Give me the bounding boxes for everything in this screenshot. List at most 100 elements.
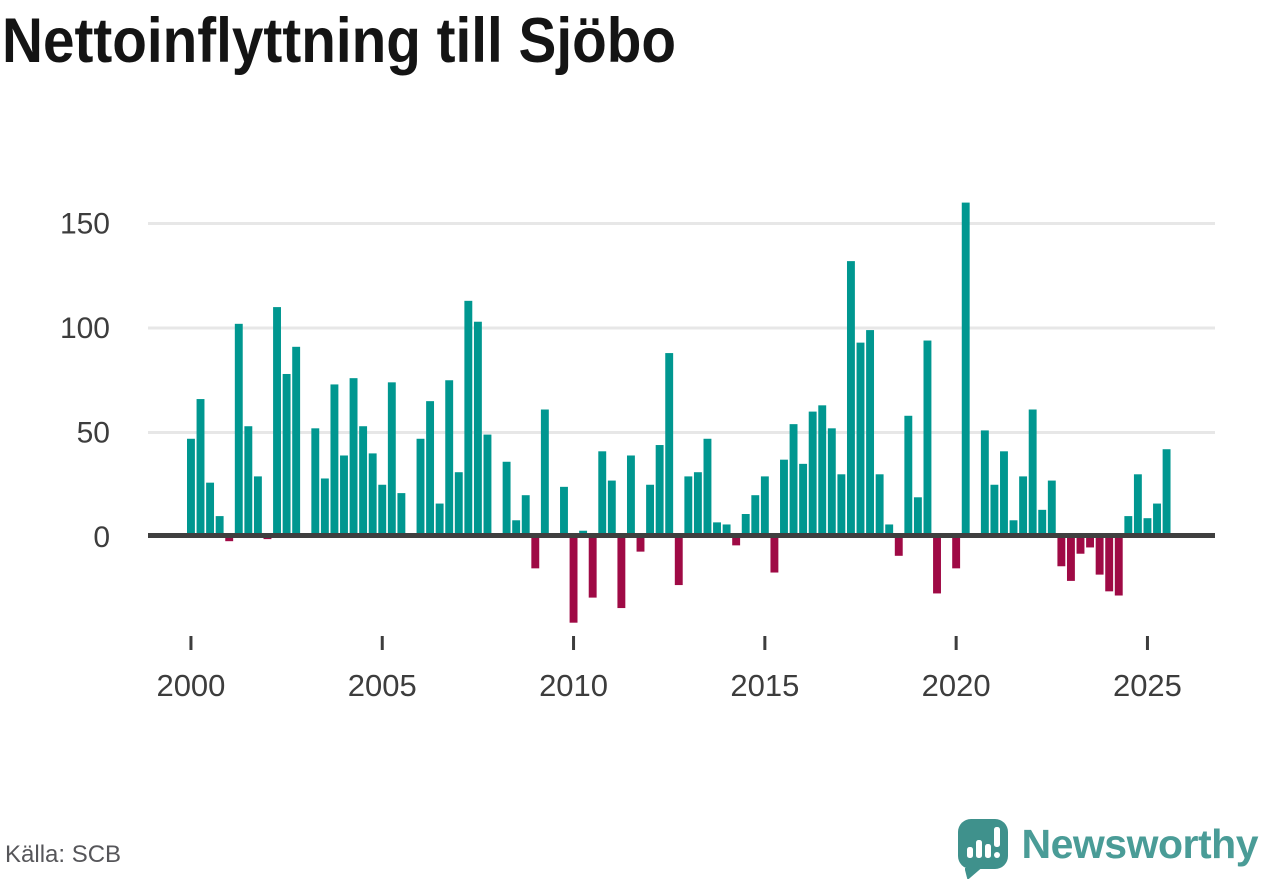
quarter-bar [703, 438, 712, 537]
quarter-bar [253, 476, 262, 537]
quarter-bar [961, 202, 970, 537]
quarter-bar [1028, 409, 1037, 537]
quarter-bar [244, 426, 253, 537]
source-note: Källa: SCB [5, 841, 122, 868]
y-axis-tick-label: 100 [60, 312, 110, 345]
quarter-bar [913, 497, 922, 537]
quarter-bar [225, 537, 234, 542]
quarter-bar [732, 537, 741, 546]
quarter-bar [856, 342, 865, 537]
x-axis-tick-label: 2020 [922, 668, 991, 703]
quarter-bar [952, 537, 961, 569]
quarter-bar [1153, 503, 1161, 537]
quarter-bar [770, 537, 779, 573]
quarter-bar [273, 307, 281, 537]
quarter-bar [713, 522, 721, 537]
quarter-bar [473, 321, 482, 537]
quarter-bar [598, 451, 607, 537]
logo-bar-icon [984, 844, 991, 858]
quarter-bar [320, 478, 329, 537]
quarter-bar [780, 459, 788, 537]
quarter-bar [693, 472, 702, 537]
x-axis-tick-label: 2025 [1113, 668, 1182, 703]
quarter-bar [789, 424, 798, 537]
quarter-bar [187, 438, 195, 537]
quarter-bar [282, 373, 291, 537]
y-axis-tick-label: 50 [77, 417, 110, 450]
quarter-bar [617, 537, 626, 609]
quarter-bar [1038, 509, 1047, 537]
quarter-bar [540, 409, 549, 537]
y-axis-tick-label: 150 [60, 208, 110, 241]
x-axis-tick-label: 2005 [348, 668, 417, 703]
quarter-bar [827, 428, 836, 537]
quarter-bar [521, 495, 530, 537]
quarter-bar [846, 261, 855, 537]
quarter-bar [502, 461, 511, 537]
quarter-bar [206, 482, 215, 537]
quarter-bar [1105, 537, 1114, 592]
quarter-bar [1076, 537, 1085, 554]
quarter-bar [263, 537, 272, 540]
x-axis-tick-label: 2010 [539, 668, 608, 703]
quarter-bar [760, 476, 769, 537]
quarter-bar [904, 415, 913, 537]
quarter-bar [885, 524, 894, 537]
quarter-bar [1057, 537, 1066, 567]
quarter-bar [397, 493, 406, 537]
quarter-bar [665, 353, 674, 537]
quarter-bar [655, 445, 664, 537]
quarter-bar [626, 455, 635, 537]
quarter-bar [751, 495, 760, 537]
quarter-bar [483, 434, 492, 537]
quarter-bar [588, 537, 597, 598]
logo-bar-icon [975, 840, 982, 858]
logo-exclamation-dot-icon [993, 852, 1000, 858]
quarter-bar [933, 537, 941, 594]
quarter-bar [923, 340, 932, 537]
quarter-bar [349, 378, 358, 537]
y-axis-tick-label: 0 [93, 521, 110, 554]
quarter-bar [340, 455, 348, 537]
quarter-bar [741, 514, 750, 537]
quarter-bar [875, 474, 884, 537]
quarter-bar [560, 486, 568, 537]
quarter-bar [866, 330, 875, 537]
quarter-bar [818, 405, 827, 537]
quarter-bar [292, 346, 301, 537]
quarter-bar [368, 453, 377, 537]
quarter-bar [445, 380, 454, 537]
quarter-bar [1114, 537, 1123, 596]
quarter-bar [990, 484, 999, 537]
logo-bar-icon [966, 847, 973, 858]
newsworthy-logo: Newsworthy [957, 813, 1259, 875]
quarter-bar [196, 399, 205, 537]
quarter-bar [234, 323, 243, 537]
newsworthy-logo-text: Newsworthy [1021, 820, 1259, 867]
quarter-bar [1124, 516, 1133, 537]
quarter-bar [607, 480, 616, 537]
quarter-bar [1000, 451, 1008, 537]
quarter-bar [378, 484, 387, 537]
quarter-bar [387, 382, 396, 537]
x-axis-tick-label: 2015 [730, 668, 799, 703]
quarter-bar [416, 438, 425, 537]
quarter-bar [426, 401, 435, 537]
quarter-bar [1095, 537, 1104, 575]
newsworthy-speech-bubble-icon [957, 819, 1008, 869]
quarter-bar [1066, 537, 1075, 581]
quarter-bar [1019, 476, 1028, 537]
quarter-bar [454, 472, 463, 537]
quarter-bar [636, 537, 645, 552]
quarter-bar [674, 537, 683, 586]
quarter-bar [1133, 474, 1142, 537]
quarter-bar [311, 428, 320, 537]
quarter-bar [435, 503, 444, 537]
quarter-bar [512, 520, 521, 537]
quarter-bar [894, 537, 903, 556]
quarter-bar [1047, 480, 1056, 537]
quarter-bar [1086, 537, 1095, 548]
quarter-bar [722, 524, 731, 537]
